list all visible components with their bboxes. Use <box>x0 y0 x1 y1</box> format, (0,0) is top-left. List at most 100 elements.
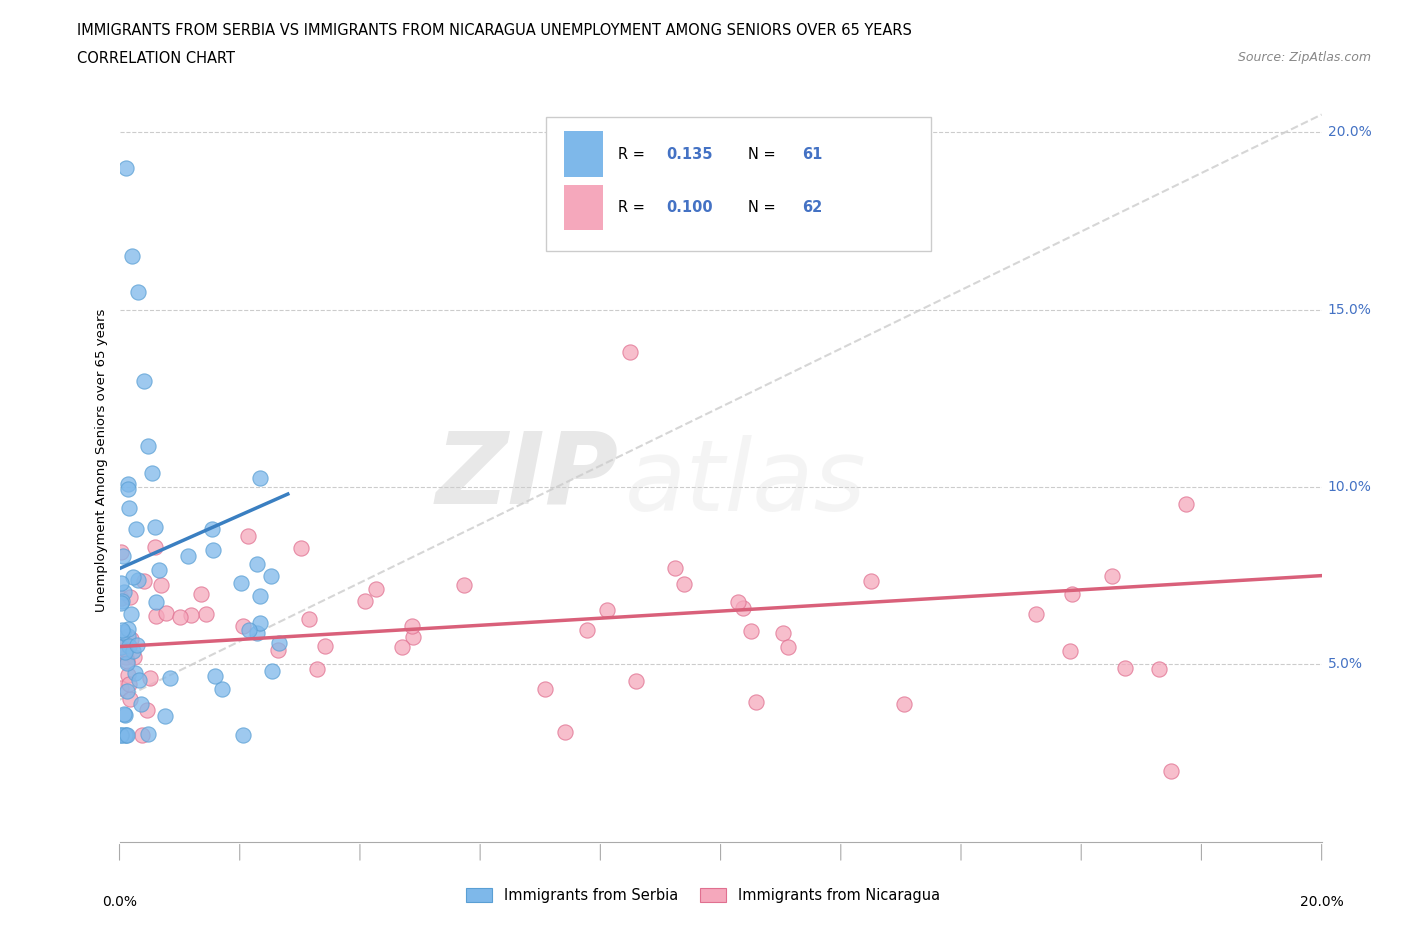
Text: CORRELATION CHART: CORRELATION CHART <box>77 51 235 66</box>
Point <box>575 622 598 637</box>
Point <box>114 160 136 175</box>
Point <box>131 728 153 743</box>
Point <box>1060 586 1083 601</box>
Point <box>145 539 167 554</box>
Point <box>202 542 225 557</box>
Point <box>159 671 181 685</box>
Point <box>117 621 139 636</box>
Point <box>391 640 413 655</box>
Point <box>118 500 141 515</box>
Point <box>115 656 138 671</box>
Point <box>596 603 619 618</box>
Text: R =: R = <box>619 147 650 162</box>
Point <box>238 623 260 638</box>
Point <box>664 561 686 576</box>
Text: IMMIGRANTS FROM SERBIA VS IMMIGRANTS FROM NICARAGUA UNEMPLOYMENT AMONG SENIORS O: IMMIGRANTS FROM SERBIA VS IMMIGRANTS FRO… <box>77 23 912 38</box>
Point <box>745 695 768 710</box>
Point <box>111 625 134 640</box>
Text: 61: 61 <box>803 147 823 162</box>
Point <box>1101 568 1123 583</box>
Point <box>169 610 191 625</box>
Point <box>132 373 155 388</box>
Point <box>110 640 132 655</box>
Point <box>269 636 291 651</box>
Text: 20.0%: 20.0% <box>1327 126 1371 140</box>
Point <box>118 692 141 707</box>
Point <box>110 575 132 590</box>
Point <box>249 589 271 604</box>
Point <box>232 618 254 633</box>
Text: 10.0%: 10.0% <box>1327 480 1371 494</box>
Point <box>114 644 136 659</box>
Point <box>740 624 762 639</box>
Point <box>134 574 156 589</box>
Point <box>114 728 136 743</box>
Point <box>127 638 149 653</box>
Point <box>110 728 132 743</box>
Point <box>124 666 146 681</box>
Point <box>115 728 138 743</box>
Text: 0.135: 0.135 <box>666 147 713 162</box>
Point <box>143 519 166 534</box>
Point <box>150 578 173 593</box>
Point <box>118 677 141 692</box>
Point <box>190 587 212 602</box>
Point <box>177 549 200 564</box>
Point <box>117 482 139 497</box>
Point <box>110 728 132 743</box>
Point <box>121 643 143 658</box>
Text: 5.0%: 5.0% <box>1327 658 1362 671</box>
Point <box>120 631 142 646</box>
Point <box>727 594 749 609</box>
Point <box>195 606 218 621</box>
FancyBboxPatch shape <box>547 117 931 251</box>
Point <box>232 728 254 743</box>
Point <box>297 612 319 627</box>
Text: 20.0%: 20.0% <box>1299 895 1344 909</box>
Point <box>180 607 202 622</box>
Point <box>112 549 135 564</box>
Point <box>138 439 160 454</box>
Point <box>155 605 177 620</box>
Point <box>246 626 269 641</box>
Point <box>772 626 794 641</box>
Point <box>127 285 149 299</box>
Point <box>121 249 143 264</box>
Point <box>114 708 136 723</box>
Y-axis label: Unemployment Among Seniors over 65 years: Unemployment Among Seniors over 65 years <box>96 309 108 612</box>
Point <box>118 639 141 654</box>
Point <box>893 697 915 711</box>
Point <box>125 521 148 536</box>
Point <box>112 707 135 722</box>
Point <box>262 664 284 679</box>
Point <box>554 724 576 739</box>
Point <box>236 528 259 543</box>
Point <box>259 569 281 584</box>
Point <box>138 726 160 741</box>
Point <box>131 697 153 711</box>
Point <box>624 673 647 688</box>
Point <box>211 682 233 697</box>
Point <box>249 616 271 631</box>
FancyBboxPatch shape <box>564 131 603 177</box>
Point <box>111 622 134 637</box>
Point <box>307 661 329 676</box>
Point <box>110 591 132 605</box>
Point <box>267 643 290 658</box>
Legend: Immigrants from Serbia, Immigrants from Nicaragua: Immigrants from Serbia, Immigrants from … <box>460 882 946 909</box>
Point <box>111 593 134 608</box>
Point <box>1174 496 1197 511</box>
Point <box>249 471 271 485</box>
Text: 62: 62 <box>803 200 823 215</box>
Point <box>117 476 139 491</box>
Point <box>1059 644 1081 658</box>
Point <box>776 640 799 655</box>
Point <box>114 642 136 657</box>
Point <box>115 649 138 664</box>
Point <box>115 728 138 743</box>
Point <box>246 557 269 572</box>
Point <box>117 668 139 683</box>
Point <box>290 540 312 555</box>
Point <box>1147 661 1170 676</box>
Point <box>117 629 139 644</box>
